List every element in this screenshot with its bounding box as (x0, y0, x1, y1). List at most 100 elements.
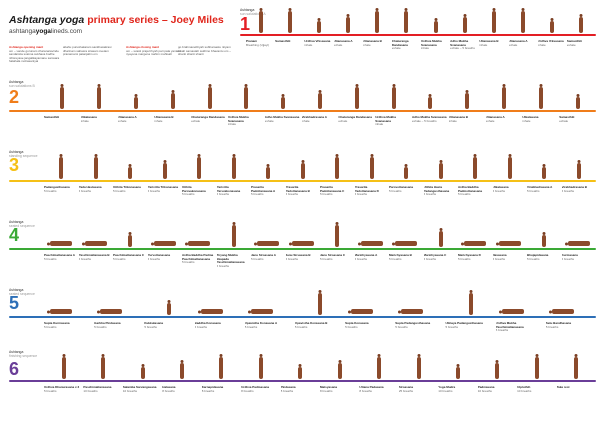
pose-breath: exhale (264, 118, 274, 123)
pose-name: Ubhaya Padangusthasana (445, 322, 483, 325)
pose-figure (550, 21, 555, 33)
pose-name: Urdhva Vrksasana (304, 40, 331, 43)
pose-figure (50, 309, 72, 314)
row-label-subtitle: standing sequence (9, 154, 38, 158)
pose-caption: Urdhva Vrksasana inhale (304, 40, 331, 47)
intro-block: abahu purushakaram sankhacakrasi dharina… (63, 45, 119, 57)
pose-figure (60, 87, 65, 109)
pose-figure (316, 21, 321, 33)
pose-breath: 5 breaths (458, 192, 471, 197)
pose-caption: Utkatasana 5 breaths (493, 186, 526, 193)
pose-figure (401, 309, 424, 314)
pose-name: Parivrtta Parsvakonasana (216, 186, 241, 193)
pose-figure (266, 167, 271, 179)
pose-name: Uttanasana B (448, 116, 468, 119)
pose-breath: 5 breaths (147, 256, 161, 261)
pose-caption: Halasana 8 breaths (162, 386, 199, 393)
pose-caption: Purvottanasana 5 breaths (148, 254, 181, 261)
pose-figure (567, 241, 590, 246)
pose-figure (465, 93, 470, 109)
pose-figure (491, 11, 496, 33)
pose-name: Halasana (162, 386, 176, 389)
pose-breath: 5 breaths (294, 324, 308, 329)
intro-text: abahu purushakaram sankhacakrasi dharina… (63, 45, 112, 57)
pose-breath: exhale (508, 42, 518, 47)
pose-name: Pindasana (280, 386, 296, 389)
row-label-title: Ashtanga (9, 80, 24, 84)
pose-breath: inhale (537, 42, 546, 47)
pose-caption: Samasthiti exhale (559, 116, 594, 123)
pose-caption: Bhujapidasana 5 breaths (527, 254, 560, 261)
pose-figure (542, 235, 547, 247)
intro-heading: Ashtanga opening mant (9, 45, 44, 49)
pose-caption: Samasthiti (275, 40, 302, 44)
pose-breath: 5 breaths (395, 324, 408, 329)
pose-name: Virabhadrasana B (561, 186, 587, 189)
pose-name: Samasthiti (44, 116, 60, 119)
pose-figure (318, 293, 322, 315)
pose-name: Paschimattanasana B (78, 254, 110, 257)
pose-name: Urdhva Mukha Svanasana (228, 116, 249, 123)
pose-breath: exhale (559, 118, 569, 123)
poster-title: Ashtanga yoga primary series – Joey Mile… (9, 14, 224, 26)
pose-caption: Ubhaya Padangusthasana 5 breaths (445, 322, 493, 329)
pose-name: Urdhva Vrksasana (537, 40, 564, 43)
pose-figure (433, 21, 438, 33)
pose-figure (219, 357, 224, 379)
pose-breath: exhale (117, 118, 127, 123)
pose-name: Chaturanga Dandasana (191, 116, 225, 119)
pose-breath: 5 breaths (445, 324, 458, 329)
color-band (9, 316, 596, 318)
title-ashtanga: Ashtanga yoga (9, 14, 85, 26)
pose-figure (180, 363, 184, 379)
pose-figure (61, 357, 66, 379)
pose-name: Uttana Padasana (359, 386, 384, 389)
pose-caption: Utthita Trikonasana 5 breaths (113, 186, 146, 193)
pose-figure (351, 309, 374, 314)
pose-breath: 5 breaths (354, 192, 368, 197)
pose-caption: Salamba Sarvangasana 10 breaths (123, 386, 160, 393)
pose-figure (574, 357, 579, 379)
pose-name: Salamba Sarvangasana (122, 386, 157, 389)
pose-name: Pada Hastasana (78, 186, 102, 189)
pose-figure (100, 309, 123, 314)
pose-breath: 5 breaths (495, 328, 509, 333)
website-post: lineds.com (50, 28, 82, 35)
pose-breath: 5 breaths (285, 256, 299, 261)
pose-name: Utthita Parsvakonasana (182, 186, 206, 193)
pose-caption: Pada Hastasana 5 breaths (79, 186, 112, 193)
pose-name: Paschimattanasana (83, 386, 112, 389)
pose-breath: 8 breaths (280, 388, 294, 393)
pose-figure (551, 309, 574, 314)
pose-name: Setu Bandhasana (545, 322, 571, 325)
pose-name: Matsyasana (320, 386, 338, 389)
pose-name: Utkatasana (80, 116, 97, 119)
pose-name: Uttanasana A (485, 116, 505, 119)
pose-figure (542, 167, 547, 179)
pose-breath: 5 breaths (216, 263, 230, 268)
pose-figure (404, 167, 409, 179)
pose-breath: inhale (522, 118, 531, 123)
pose-name: Bhujapidasana (527, 254, 549, 257)
pose-figure (153, 241, 176, 246)
pose-caption: Tiryang Mukha Ekapada Paschimattanasana 5… (217, 254, 250, 268)
intro-text: om – svasti praja bhyah pari pala yantam… (126, 48, 181, 57)
pose-caption: Parsvottanasana 5 breaths (389, 186, 422, 193)
row-label-title: Ashtanga (240, 8, 255, 12)
pose-breath: 5 breaths (320, 256, 333, 261)
pose-name: Samasthiti (566, 40, 582, 43)
pose-breath: 5 breaths (194, 324, 208, 329)
pose-breath: 5 breaths (285, 192, 299, 197)
pose-breath: 5 breaths (182, 192, 195, 197)
pose-name: Uttanasana A (117, 116, 137, 119)
pose-figure (287, 11, 292, 33)
pose-name: Urdhva Padmasana (241, 386, 269, 389)
